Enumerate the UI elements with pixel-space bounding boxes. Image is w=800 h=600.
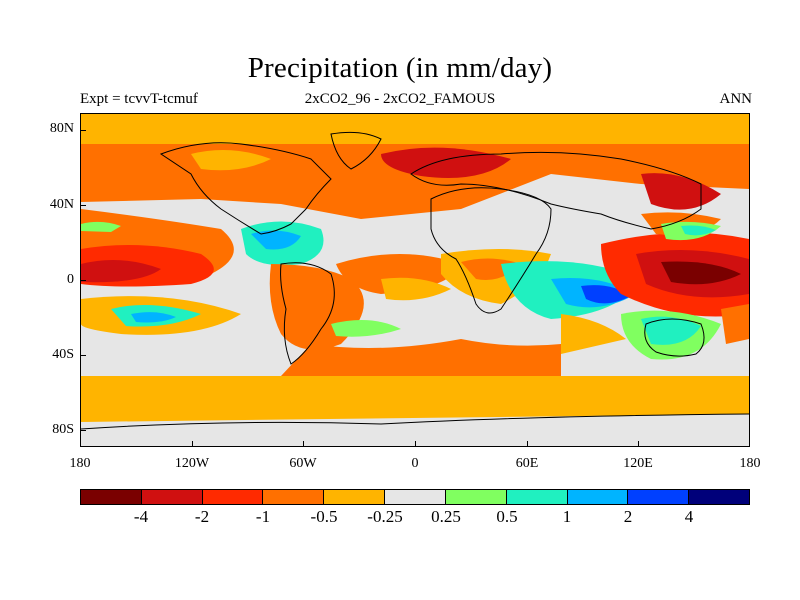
x-tick-label-180e: 180 xyxy=(739,456,761,471)
subtropical-pacific-green xyxy=(81,221,121,232)
x-tick-mark xyxy=(192,441,193,447)
map-canvas xyxy=(81,114,749,446)
y-tick-mark xyxy=(80,355,86,356)
y-tick-mark xyxy=(80,205,86,206)
south-atlantic-green xyxy=(331,320,401,337)
x-tick-label-120w: 120W xyxy=(174,456,210,471)
south-pacific-east-orange xyxy=(721,304,749,344)
y-tick-label-80n: 80N xyxy=(49,121,74,136)
y-tick-label-40s: 40S xyxy=(52,347,74,362)
x-tick-label-60w: 60W xyxy=(289,456,317,471)
x-tick-label-180w: 180 xyxy=(69,456,91,471)
precipitation-map xyxy=(80,113,750,447)
experiment-difference-label: 2xCO2_96 - 2xCO2_FAMOUS xyxy=(304,91,496,107)
caribbean-blue xyxy=(251,230,301,250)
legend-label: -2 xyxy=(194,507,210,526)
y-tick-mark xyxy=(80,280,86,281)
equatorial-pacific-deficit xyxy=(81,260,161,283)
x-tick-mark xyxy=(527,441,528,447)
west-pacific-strong-deficit xyxy=(661,261,741,285)
antarctica-outline xyxy=(81,413,749,430)
coastlines xyxy=(81,131,749,430)
north-america-yellow xyxy=(191,150,271,171)
y-tick-mark xyxy=(80,430,86,431)
arctic-band xyxy=(81,114,749,144)
legend-label: 0.5 xyxy=(496,507,518,526)
south-indian-yellow xyxy=(561,314,626,354)
legend-label: -4 xyxy=(133,507,149,526)
south-america-outline xyxy=(280,262,335,365)
chart-title: Precipitation (in mm/day) xyxy=(247,52,553,84)
antarctica-neutral xyxy=(81,414,749,446)
legend-color-box xyxy=(628,490,690,504)
colorbar-legend xyxy=(80,489,750,505)
greenland-outline xyxy=(330,131,382,170)
legend-label: 1 xyxy=(562,507,572,526)
legend-color-box xyxy=(202,490,264,504)
northwest-pacific-cyan xyxy=(681,225,716,236)
south-atlantic-orange xyxy=(281,339,561,376)
south-pacific-blue xyxy=(131,312,176,323)
x-tick-mark xyxy=(638,441,639,447)
legend-label: 2 xyxy=(623,507,633,526)
legend-color-box xyxy=(689,490,749,504)
season-label: ANN xyxy=(719,91,753,107)
legend-color-box xyxy=(385,490,446,504)
legend-color-box xyxy=(324,490,386,504)
experiment-label: Expt = tcvvT-tcmuf xyxy=(80,91,198,107)
y-tick-label-40n: 40N xyxy=(49,197,74,212)
legend-color-box xyxy=(567,490,629,504)
x-tick-label-0: 0 xyxy=(411,456,419,471)
south-atlantic-yellow xyxy=(381,277,451,301)
y-tick-mark xyxy=(80,130,86,131)
eurasia-outline xyxy=(410,151,702,230)
x-tick-label-60e: 60E xyxy=(515,456,539,471)
legend-label: -0.25 xyxy=(367,507,403,526)
x-tick-mark xyxy=(303,441,304,447)
x-tick-label-120e: 120E xyxy=(623,456,653,471)
legend-color-box xyxy=(506,490,568,504)
legend-color-box xyxy=(263,490,325,504)
australia-cyan xyxy=(641,316,701,345)
y-tick-label-0: 0 xyxy=(67,272,74,287)
australia-outline xyxy=(644,318,705,357)
legend-label: -1 xyxy=(255,507,271,526)
legend-color-box xyxy=(445,490,507,504)
legend-label: -0.5 xyxy=(310,507,338,526)
legend-color-box xyxy=(141,490,203,504)
x-tick-mark xyxy=(415,441,416,447)
legend-label: 4 xyxy=(684,507,694,526)
y-tick-label-80s: 80S xyxy=(52,422,74,437)
legend-color-box xyxy=(81,490,142,504)
north-america-outline xyxy=(159,142,332,235)
legend-label: 0.25 xyxy=(431,507,461,526)
